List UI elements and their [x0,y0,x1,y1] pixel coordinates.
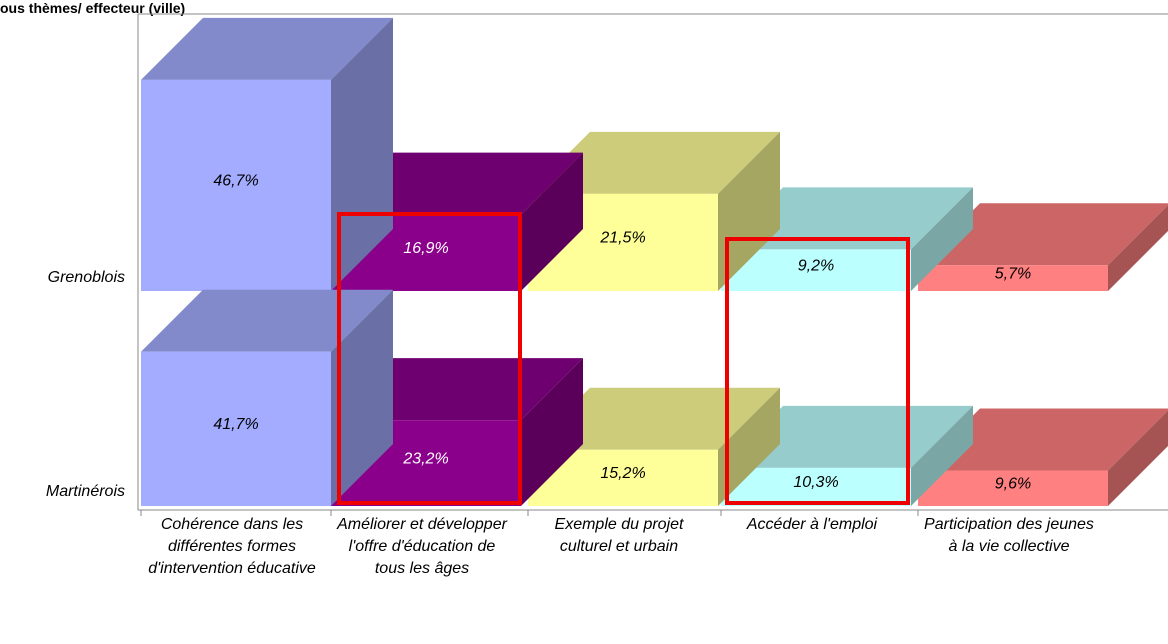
bar [721,467,911,506]
bar-side [1108,410,1168,506]
x-tick-label: Cohérence dans les différentes formes d'… [148,516,316,577]
x-tick-label: Exemple du projet culturel et urbain [554,516,684,555]
value-label: 5,7% [995,265,1031,282]
bar-top [331,152,583,215]
value-label: 10,3% [793,474,838,491]
bar [141,351,331,506]
x-tick-label: Accéder à l'emploi [746,516,878,533]
value-label: 9,2% [798,257,834,274]
bar-side [521,358,583,506]
bar [918,470,1108,506]
bar-top [918,203,1168,266]
x-tick-label: Participation des jeunes à la vie collec… [924,516,1094,555]
bar-side [718,131,780,291]
row-label: Martinérois [46,483,125,500]
x-tick-label: Améliorer et développer l'offre d'éducat… [337,516,507,577]
bar-side [331,289,393,506]
highlight-box [725,237,910,505]
highlight-box [337,212,522,505]
bar-top [721,187,973,250]
bar-side [911,405,973,506]
bar-top [141,289,393,352]
bar-side [1108,205,1168,291]
bar-side [911,187,973,291]
value-label: 23,2% [402,450,448,467]
bar-side [718,387,780,506]
row-label: Grenoblois [48,269,125,286]
bar-side [331,17,393,291]
bar-top [141,17,393,80]
value-label: 15,2% [600,465,645,482]
value-label: 16,9% [403,240,448,257]
bar [918,265,1108,291]
bar [141,79,331,291]
bar-side [521,152,583,291]
bar [721,249,911,291]
value-label: 41,7% [213,416,258,433]
value-label: 46,7% [213,173,258,190]
value-label: 9,6% [995,475,1031,492]
value-label: 21,5% [599,230,645,247]
bar-top [918,408,1168,471]
bar-top [528,387,780,450]
chart-title: ous thèmes/ effecteur (ville) [0,0,186,16]
bar-top [528,131,780,194]
